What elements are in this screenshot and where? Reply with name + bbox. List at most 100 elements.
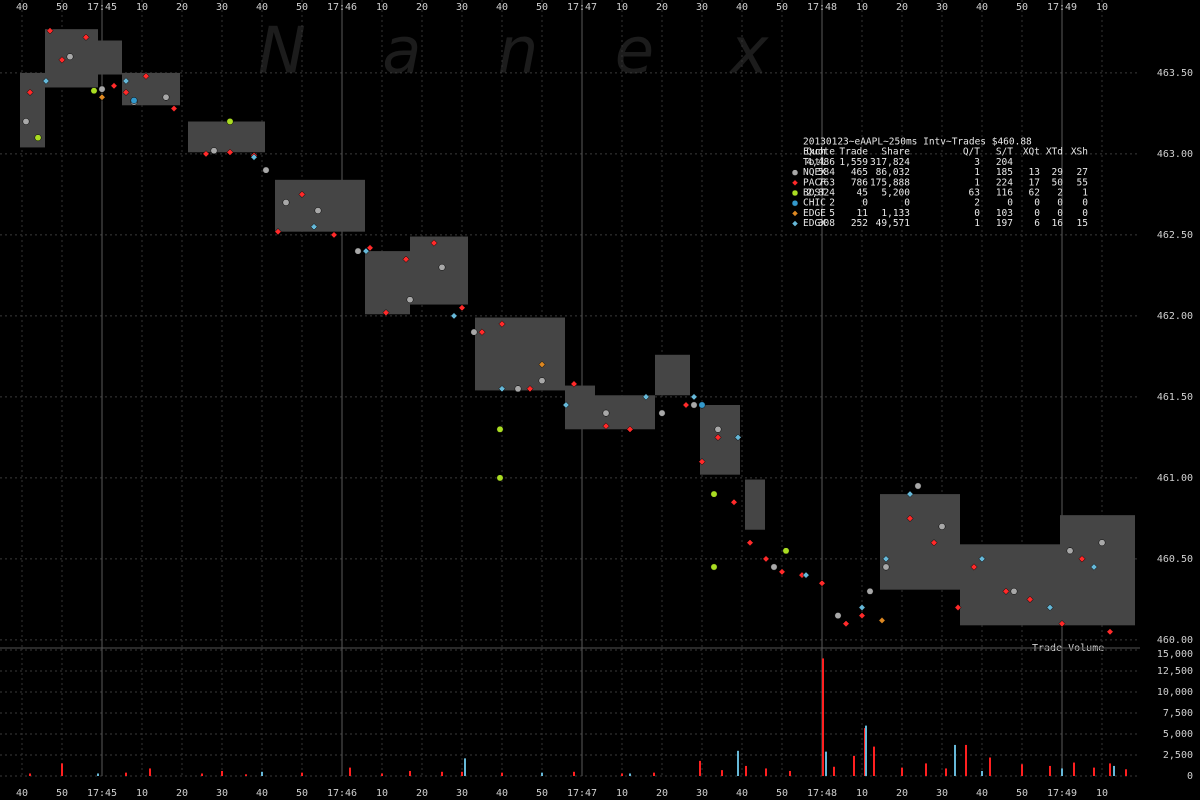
trade-point — [602, 422, 610, 430]
stats-cell: 13 — [1029, 167, 1040, 178]
stats-cell: 5,200 — [881, 188, 910, 199]
trade-point — [1066, 547, 1074, 555]
trade-point — [954, 603, 962, 612]
x-tick-label: 10 — [1096, 788, 1108, 799]
x-tick-label: 20 — [896, 2, 908, 13]
stats-cell: 45 — [857, 188, 868, 199]
x-tick-label: 50 — [536, 788, 548, 799]
y-tick-label: 460.50 — [1157, 554, 1193, 565]
stats-column: XSh — [1071, 147, 1088, 158]
stats-cell: 2 — [1057, 188, 1063, 199]
volume-bar — [573, 771, 575, 776]
x-tick-label: 17:47 — [567, 788, 597, 799]
x-tick-label: 20 — [176, 2, 188, 13]
stats-column: XTd — [1046, 147, 1063, 158]
x-tick-label: 10 — [136, 788, 148, 799]
trade-point — [714, 425, 722, 433]
stats-cell: 1 — [974, 167, 980, 178]
volume-bar — [1113, 765, 1115, 776]
volume-bar — [873, 746, 875, 776]
trade-point — [978, 555, 986, 563]
trade-point — [282, 199, 290, 206]
volume-bar — [1093, 767, 1095, 776]
x-tick-label: 20 — [656, 788, 668, 799]
trade-point — [562, 401, 570, 409]
volume-bar — [1109, 763, 1111, 776]
y-tick-label: 463.50 — [1157, 68, 1193, 79]
stats-cell: 29 — [1052, 167, 1064, 178]
trade-point — [1010, 587, 1018, 595]
trade-point — [438, 263, 446, 271]
volume-bar — [1125, 769, 1127, 776]
trade-point — [642, 393, 650, 401]
trade-point — [354, 247, 362, 255]
trade-point — [478, 328, 486, 336]
trade-point — [1046, 603, 1054, 612]
trade-point — [746, 539, 754, 547]
trade-point — [882, 563, 890, 571]
stats-cell: 1 — [974, 218, 980, 229]
stats-cell: 185 — [996, 167, 1013, 178]
stats-cell: 1 — [974, 177, 980, 188]
legend-marker — [791, 220, 799, 227]
quote-band — [410, 236, 468, 305]
trade-point — [690, 401, 698, 409]
stats-cell: 16 — [1052, 218, 1064, 229]
volume-bar — [901, 767, 903, 776]
trade-point — [262, 166, 270, 174]
trade-point — [66, 53, 74, 61]
stats-cell: 3 — [974, 157, 980, 168]
volume-bar — [989, 757, 991, 776]
volume-bar — [29, 773, 31, 776]
trade-point — [22, 118, 30, 125]
volume-bar — [1073, 762, 1075, 776]
x-tick-label: 20 — [896, 788, 908, 799]
stats-cell: 1,559 — [839, 157, 868, 168]
trade-point — [782, 547, 790, 555]
trade-point — [906, 490, 914, 498]
trade-point — [314, 207, 322, 215]
stats-cell: 0 — [1082, 198, 1088, 209]
trade-point — [498, 385, 506, 393]
volume-bar — [745, 765, 747, 776]
watermark: N a n e x — [258, 15, 796, 89]
stats-column: S/T — [996, 147, 1013, 158]
trade-point — [710, 490, 718, 498]
trade-point — [142, 72, 150, 80]
quote-band — [365, 251, 410, 315]
x-tick-label: 40 — [256, 2, 268, 13]
y-tick-label: 15,000 — [1157, 649, 1193, 660]
stats-cell: 49,571 — [876, 218, 911, 229]
stats-cell: 0 — [1034, 208, 1040, 219]
trade-point — [690, 393, 698, 401]
x-tick-label: 50 — [776, 2, 788, 13]
stats-cell: 584 — [818, 167, 835, 178]
legend-entry: PACF — [803, 177, 826, 188]
x-tick-label: 17:49 — [1047, 2, 1077, 13]
x-tick-label: 17:46 — [327, 788, 357, 799]
quote-band — [700, 405, 740, 475]
x-tick-label: 30 — [936, 2, 948, 13]
trade-point — [514, 385, 522, 393]
trade-point — [210, 147, 218, 155]
quote-band — [20, 72, 45, 148]
volume-bar — [954, 744, 956, 776]
stats-cell: 63 — [969, 188, 980, 199]
volume-bar — [789, 770, 791, 776]
trade-point — [938, 523, 946, 530]
quote-band — [880, 494, 960, 590]
volume-bar — [737, 750, 739, 776]
volume-bar — [1021, 764, 1023, 776]
y-tick-label: 460.00 — [1157, 635, 1193, 646]
trade-point — [46, 27, 54, 35]
stats-cell: 2 — [829, 198, 835, 209]
trade-point — [406, 296, 414, 304]
x-tick-label: 20 — [416, 788, 428, 799]
x-tick-label: 10 — [1096, 2, 1108, 13]
stats-column: Exch — [803, 147, 826, 158]
trade-point — [802, 571, 810, 579]
trade-point — [382, 309, 390, 317]
x-tick-label: 50 — [296, 788, 308, 799]
y-tick-label: 7,500 — [1163, 708, 1193, 719]
stats-cell: 175,888 — [870, 177, 910, 188]
